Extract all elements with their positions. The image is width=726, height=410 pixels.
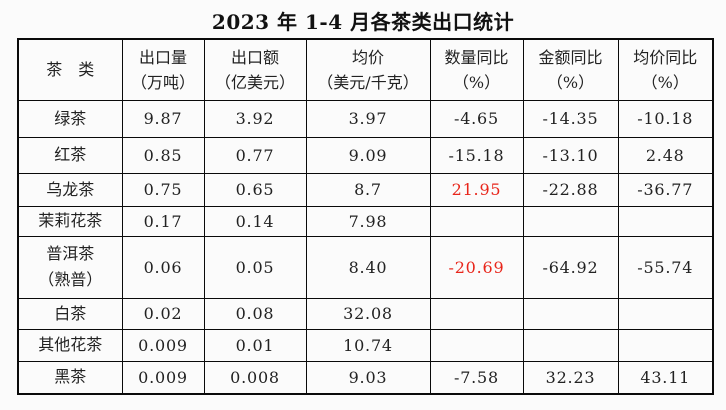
table-header: 茶 类出口量 （万吨） 出口额 （亿美元） 均价 （美元/千克） 数量同比 （%） 金额同比 （%… [17, 38, 714, 101]
value-cell: -4.65 [429, 99, 524, 138]
value-cell: 0.009 [121, 360, 205, 395]
value-cell: 0.65 [203, 172, 307, 207]
value-cell: 7.98 [305, 205, 431, 237]
category-cell: 绿茶 [17, 99, 123, 138]
column-header-3: 均价 （美元/千克） [305, 38, 431, 101]
value-cell [617, 328, 714, 362]
value-cell [617, 297, 714, 330]
value-cell: -7.58 [429, 360, 524, 395]
value-cell [522, 297, 619, 330]
value-cell: -14.35 [522, 99, 619, 138]
page-title: 2023 年 1-4 月各茶类出口统计 [211, 10, 515, 34]
value-cell: -55.74 [617, 235, 714, 299]
value-cell: 9.03 [305, 360, 431, 395]
column-header-4: 数量同比 （%） [429, 38, 524, 101]
header-row: 茶 类出口量 （万吨） 出口额 （亿美元） 均价 （美元/千克） 数量同比 （%） 金额同比 （%… [17, 38, 714, 101]
value-cell [522, 205, 619, 237]
value-cell: -20.69 [429, 235, 524, 299]
value-cell: 0.05 [203, 235, 307, 299]
value-cell: 9.87 [121, 99, 205, 138]
value-cell: -15.18 [429, 136, 524, 174]
value-cell: 32.08 [305, 297, 431, 330]
table-body: 绿茶 9.87 3.92 3.97 -4.65 -14.35 -10.18 红茶 0.85 0.7… [17, 99, 714, 395]
table-row: 茉莉花茶 0.17 0.14 7.98 [17, 205, 714, 237]
category-cell: 黑茶 [17, 360, 123, 395]
value-cell: 0.008 [203, 360, 307, 395]
value-cell: -10.18 [617, 99, 714, 138]
value-cell [617, 205, 714, 237]
category-cell: 普洱茶 （熟普） [17, 235, 123, 299]
value-cell: 21.95 [429, 172, 524, 207]
value-cell: -64.92 [522, 235, 619, 299]
value-cell: 10.74 [305, 328, 431, 362]
value-cell: 0.77 [203, 136, 307, 174]
table-row: 其他花茶 0.009 0.01 10.74 [17, 328, 714, 362]
column-header-0: 茶 类 [17, 38, 123, 101]
value-cell [429, 205, 524, 237]
value-cell: 0.75 [121, 172, 205, 207]
value-cell: 8.40 [305, 235, 431, 299]
value-cell [429, 297, 524, 330]
category-cell: 红茶 [17, 136, 123, 174]
value-cell: -22.88 [522, 172, 619, 207]
value-cell: -36.77 [617, 172, 714, 207]
value-cell: 0.14 [203, 205, 307, 237]
value-cell: 8.7 [305, 172, 431, 207]
value-cell: 0.85 [121, 136, 205, 174]
table-row: 普洱茶 （熟普） 0.06 0.05 8.40 -20.69 -64.92 -55.74 [17, 235, 714, 299]
value-cell: 0.06 [121, 235, 205, 299]
category-cell: 茉莉花茶 [17, 205, 123, 237]
column-header-2: 出口额 （亿美元） [203, 38, 307, 101]
table-row: 乌龙茶 0.75 0.65 8.7 21.95 -22.88 -36.77 [17, 172, 714, 207]
value-cell: 2.48 [617, 136, 714, 174]
value-cell: 0.009 [121, 328, 205, 362]
tea-export-table: 茶 类出口量 （万吨） 出口额 （亿美元） 均价 （美元/千克） 数量同比 （%） 金额同比 （%… [17, 38, 714, 395]
category-cell: 乌龙茶 [17, 172, 123, 207]
value-cell: 3.97 [305, 99, 431, 138]
column-header-1: 出口量 （万吨） [121, 38, 205, 101]
value-cell [429, 328, 524, 362]
table-row: 绿茶 9.87 3.92 3.97 -4.65 -14.35 -10.18 [17, 99, 714, 138]
value-cell: 0.08 [203, 297, 307, 330]
category-cell: 白茶 [17, 297, 123, 330]
value-cell: 0.01 [203, 328, 307, 362]
table-row: 红茶 0.85 0.77 9.09 -15.18 -13.10 2.48 [17, 136, 714, 174]
column-header-5: 金额同比 （%） [522, 38, 619, 101]
value-cell: 0.17 [121, 205, 205, 237]
value-cell: 32.23 [522, 360, 619, 395]
value-cell: 43.11 [617, 360, 714, 395]
value-cell: 9.09 [305, 136, 431, 174]
value-cell [522, 328, 619, 362]
column-header-6: 均价同比 （%） [617, 38, 714, 101]
value-cell: -13.10 [522, 136, 619, 174]
category-cell: 其他花茶 [17, 328, 123, 362]
value-cell: 0.02 [121, 297, 205, 330]
table-row: 黑茶 0.009 0.008 9.03 -7.58 32.23 43.11 [17, 360, 714, 395]
table-row: 白茶 0.02 0.08 32.08 [17, 297, 714, 330]
value-cell: 3.92 [203, 99, 307, 138]
